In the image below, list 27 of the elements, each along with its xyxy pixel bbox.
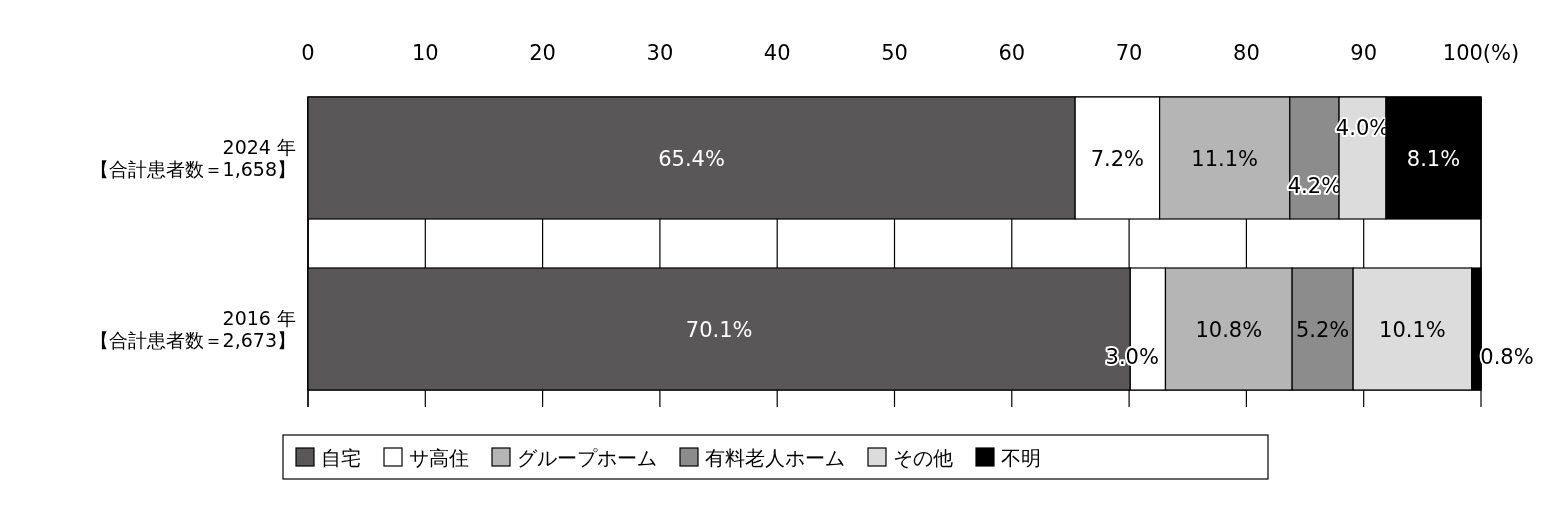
x-tick-label: 70 (1115, 41, 1143, 65)
legend-label: 有料老人ホーム (705, 446, 845, 470)
data-label: 7.2% (1090, 147, 1145, 171)
data-label: 5.2% (1295, 318, 1350, 342)
legend-label: サ高住 (409, 446, 469, 470)
x-tick-label: 20 (529, 41, 556, 65)
y-tick-label: 2016 年【合計患者数＝2,673】 (89, 306, 296, 352)
x-tick-label: 30 (646, 41, 674, 65)
legend-label: 自宅 (321, 446, 361, 470)
x-tick-label: 90 (1350, 41, 1378, 65)
legend-label: グループホーム (517, 446, 657, 470)
x-tick-label: 10 (411, 41, 439, 65)
x-tick-label: 80 (1233, 41, 1260, 65)
x-tick-label: 50 (881, 41, 908, 65)
data-label: 10.8% (1195, 318, 1263, 342)
data-label: 10.1% (1379, 318, 1446, 342)
data-label: 11.1% (1191, 147, 1259, 171)
x-tick-label: 40 (763, 41, 791, 65)
data-label: 8.1% (1406, 147, 1461, 171)
x-tick-label: 60 (998, 41, 1026, 65)
x-tick-label: 0 (301, 41, 315, 65)
legend-label: 不明 (1001, 446, 1041, 470)
data-label: 70.1% (685, 318, 753, 342)
y-tick-label: 2024 年【合計患者数＝1,658】 (89, 135, 296, 181)
legend-label: その他 (893, 446, 953, 470)
x-tick-label: 100(%) (1442, 41, 1520, 65)
data-label: 65.4% (658, 147, 725, 171)
